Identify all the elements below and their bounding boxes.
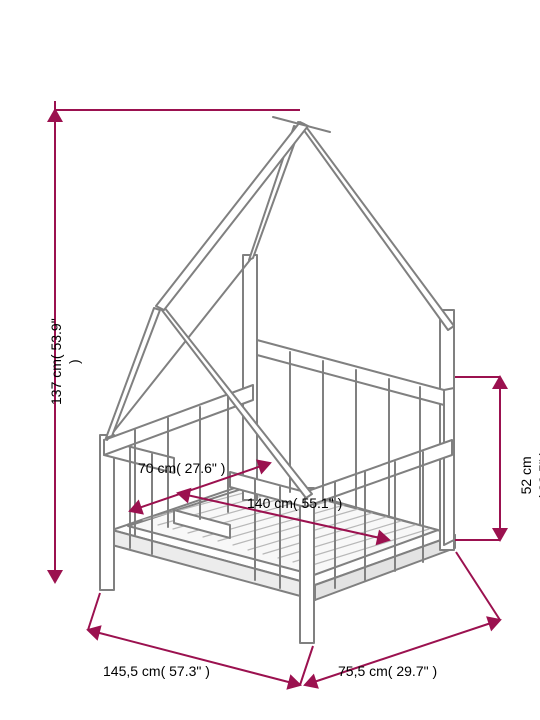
label-width-outer: 75,5 cm( 29.7" ) bbox=[338, 663, 437, 681]
diagram-stage: 137 cm( 53.9" ) 52 cm ( 20.5" ) 145,5 cm… bbox=[0, 0, 540, 720]
bed-frame bbox=[100, 117, 455, 643]
label-mattress-wid-line1: 70 cm( 27.6" ) bbox=[138, 460, 225, 476]
label-height-total: 137 cm( 53.9" ) bbox=[48, 318, 83, 405]
label-rail-height: 52 cm ( 20.5" ) bbox=[518, 451, 540, 500]
label-mattress-len-line1: 140 cm( 55.1" ) bbox=[247, 495, 342, 511]
label-mattress-len: 140 cm( 55.1" ) bbox=[247, 495, 342, 513]
label-length-outer-line1: 145,5 cm( 57.3" ) bbox=[103, 663, 210, 679]
roof-frame bbox=[106, 117, 454, 498]
label-length-outer: 145,5 cm( 57.3" ) bbox=[103, 663, 210, 681]
label-rail-height-line2: ( 20.5" ) bbox=[536, 451, 540, 500]
label-rail-height-line1: 52 cm bbox=[518, 456, 534, 494]
label-height-total-line2: ) bbox=[66, 359, 82, 364]
label-height-total-line1: 137 cm( 53.9" bbox=[48, 318, 64, 405]
label-width-outer-line1: 75,5 cm( 29.7" ) bbox=[338, 663, 437, 679]
label-mattress-wid: 70 cm( 27.6" ) bbox=[138, 460, 225, 478]
